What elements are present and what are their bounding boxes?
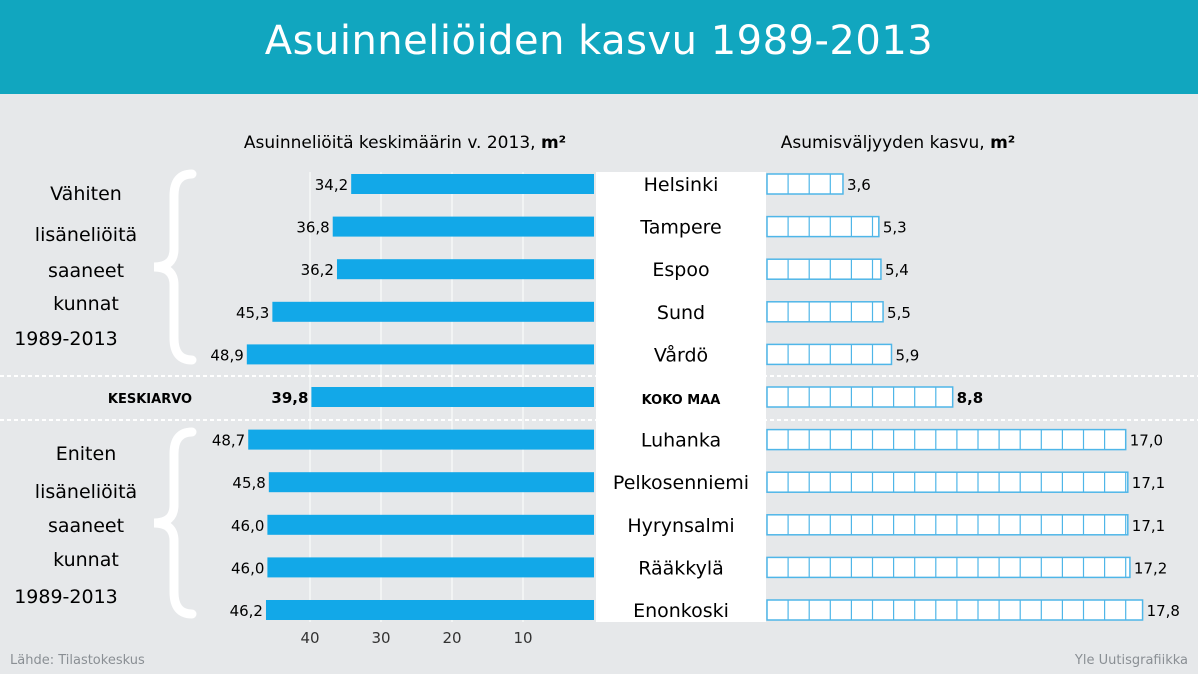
right-value-label: 5,4 xyxy=(885,261,909,279)
left-value-label: 45,3 xyxy=(236,304,269,322)
group-brace xyxy=(153,169,197,365)
left-panel-unit: m² xyxy=(541,133,566,153)
x-tick-labels: 40 30 20 10 xyxy=(300,629,532,647)
left-value-label: 46,2 xyxy=(230,602,263,620)
right-bar xyxy=(766,301,884,323)
left-bar xyxy=(351,174,594,194)
right-panel-unit: m² xyxy=(990,133,1015,153)
left-value-label: 34,2 xyxy=(315,176,348,194)
left-bar xyxy=(267,557,594,578)
left-bar xyxy=(267,514,594,535)
left-panel-title-text: Asuinneliöitä keskimäärin v. 2013, xyxy=(244,133,536,153)
x-tick-label: 40 xyxy=(300,629,319,647)
category-label: Pelkosenniemi xyxy=(613,472,749,494)
left-value-label: 48,9 xyxy=(210,346,243,364)
source-note: Lähde: Tilastokeskus xyxy=(10,653,145,668)
right-bar xyxy=(766,428,1127,451)
left-bar xyxy=(248,429,595,450)
category-label: Sund xyxy=(657,302,705,324)
left-value-label: 36,8 xyxy=(296,219,329,237)
x-tick-label: 30 xyxy=(371,629,390,647)
right-bar xyxy=(766,471,1129,493)
right-bar xyxy=(766,514,1129,536)
left-bar xyxy=(265,600,594,620)
category-label: Tampere xyxy=(639,217,721,239)
center-label-column xyxy=(596,172,766,622)
credit-note: Yle Uutisgrafiikka xyxy=(1074,653,1188,668)
left-bar xyxy=(268,472,594,493)
left-value-label: 46,0 xyxy=(231,559,264,577)
right-value-label: 17,2 xyxy=(1134,559,1167,577)
left-bar xyxy=(336,259,594,280)
right-bar xyxy=(766,215,880,238)
category-label: Hyrynsalmi xyxy=(627,515,734,537)
category-label: Vårdö xyxy=(654,343,708,366)
right-value-labels: 3,6 5,3 5,4 5,5 5,9 8,8 17,0 17,1 17,1 17,2 17,8 xyxy=(847,176,1180,620)
category-label: Helsinki xyxy=(644,174,719,196)
right-bar xyxy=(766,258,882,280)
group-brace xyxy=(153,427,197,619)
left-bar xyxy=(246,344,594,365)
left-value-label: 36,2 xyxy=(301,261,334,279)
right-value-label: 17,0 xyxy=(1130,432,1163,450)
right-bar xyxy=(766,386,954,408)
left-bars xyxy=(246,174,595,620)
x-tick-label: 10 xyxy=(513,629,532,647)
group-label-line: kunnat xyxy=(53,549,119,571)
group-label-line: 1989-2013 xyxy=(14,586,118,608)
left-bar xyxy=(332,216,594,237)
right-value-label: 17,1 xyxy=(1132,474,1165,492)
left-value-label: 48,7 xyxy=(212,432,245,450)
category-label: Luhanka xyxy=(641,430,721,452)
group-label-line: saaneet xyxy=(48,260,124,282)
right-value-label: 8,8 xyxy=(957,389,984,407)
group-label-line: Vähiten xyxy=(50,183,122,205)
header-banner: Asuinneliöiden kasvu 1989-2013 xyxy=(0,0,1198,94)
group-labels: Vähiten lisäneliöitä saaneet kunnat 1989-201… xyxy=(14,169,197,619)
left-value-label: 46,0 xyxy=(231,517,264,535)
right-boxes xyxy=(766,173,1144,621)
left-panel-title: Asuinneliöitä keskimäärin v. 2013, m² xyxy=(244,133,566,153)
right-bar xyxy=(766,343,893,366)
group-label-line: saaneet xyxy=(48,515,124,537)
x-tick-label: 20 xyxy=(442,629,461,647)
right-value-label: 17,8 xyxy=(1147,602,1180,620)
right-value-label: 5,9 xyxy=(895,346,919,364)
left-bar xyxy=(311,387,594,407)
left-value-label: 39,8 xyxy=(271,389,308,407)
right-panel-title: Asumisväljyyden kasvu, m² xyxy=(781,133,1016,153)
right-bar xyxy=(766,556,1131,579)
category-label: Espoo xyxy=(652,259,709,281)
group-label-line: Eniten xyxy=(56,443,117,465)
category-labels: Helsinki Tampere Espoo Sund Vårdö KOKO MAA Luh… xyxy=(613,174,749,622)
left-value-labels: 34,2 36,8 36,2 45,3 48,9 39,8 48,7 45,8 46,0 46,0… xyxy=(210,176,348,620)
chart-title: Asuinneliöiden kasvu 1989-2013 xyxy=(264,18,934,64)
right-panel-title-text: Asumisväljyyden kasvu, xyxy=(781,133,985,153)
left-bar xyxy=(272,301,594,322)
group-label-line: 1989-2013 xyxy=(14,328,118,350)
right-value-label: 5,3 xyxy=(883,219,907,237)
right-value-label: 3,6 xyxy=(847,176,871,194)
right-bar xyxy=(766,173,844,195)
group-label-line: lisäneliöitä xyxy=(35,481,137,503)
category-label: Rääkkylä xyxy=(638,557,724,579)
average-row-label: KESKIARVO xyxy=(108,392,192,407)
category-label: Enonkoski xyxy=(633,600,729,622)
right-value-label: 17,1 xyxy=(1132,517,1165,535)
right-bar xyxy=(766,599,1144,621)
group-label-line: lisäneliöitä xyxy=(35,224,137,246)
right-value-label: 5,5 xyxy=(887,304,911,322)
group-label-line: kunnat xyxy=(53,293,119,315)
left-value-label: 45,8 xyxy=(232,474,265,492)
category-label: KOKO MAA xyxy=(642,393,721,408)
